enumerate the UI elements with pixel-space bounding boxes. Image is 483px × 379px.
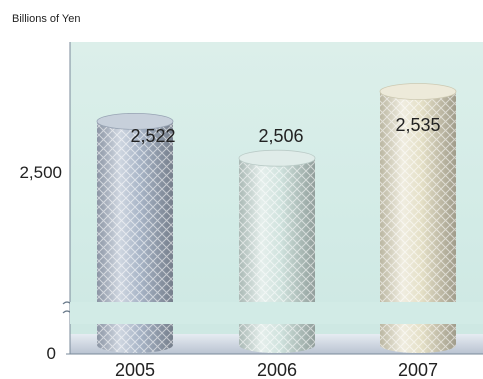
data-label-2007: 2,535: [395, 115, 440, 135]
bar-2005-texture: [97, 121, 173, 353]
data-label-2005: 2,522: [130, 126, 175, 146]
category-label-2007: 2007: [398, 360, 438, 379]
category-labels: 2005 2006 2007: [115, 360, 438, 379]
bar-2007-top: [379, 83, 457, 100]
category-label-2006: 2006: [257, 360, 297, 379]
bar-2006-top: [238, 149, 316, 167]
y-tick-label-2500: 2,500: [19, 163, 62, 182]
y-tick-label-0: 0: [47, 344, 56, 363]
bar-2005-top: [96, 113, 174, 130]
axis-break-band: [70, 302, 483, 324]
data-label-2006: 2,506: [258, 126, 303, 146]
bar-2007-texture: [380, 91, 456, 353]
category-label-2005: 2005: [115, 360, 155, 379]
unit-label: Billions of Yen: [12, 13, 81, 25]
data-labels: 2,522 2,506 2,535: [130, 115, 440, 146]
